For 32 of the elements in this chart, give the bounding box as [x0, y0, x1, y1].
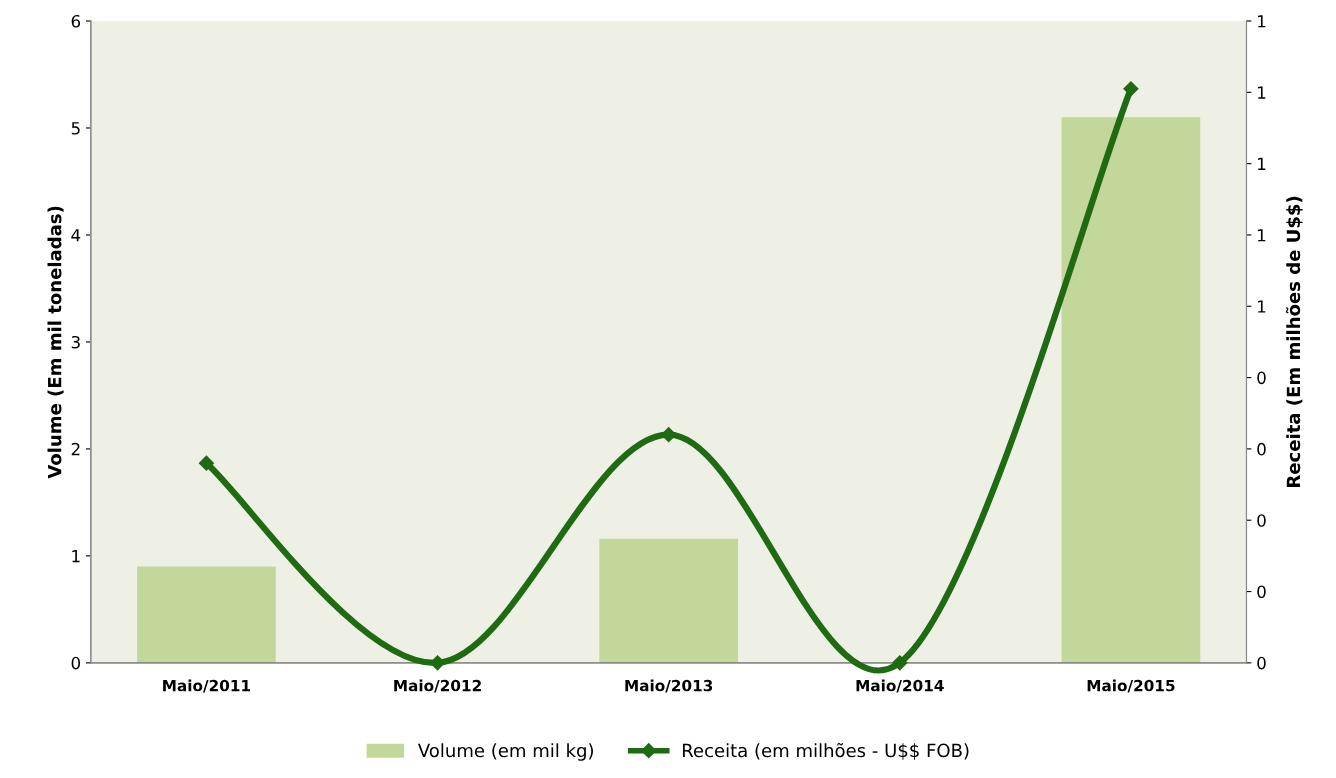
point [892, 655, 908, 671]
y-tick-label: 4 [71, 229, 81, 242]
y2-tick-label: 1 [1258, 229, 1266, 242]
y2-tick-label: 0 [1257, 656, 1266, 670]
y2-tick-label: 1 [1258, 300, 1266, 313]
legend-label: Volume (em mil kg) [417, 743, 593, 761]
y-tick-label: 1 [72, 550, 80, 563]
x-tick-label: Maio/2013 [625, 679, 713, 693]
x-tick-label: Maio/2015 [1087, 679, 1175, 693]
bar [1061, 117, 1201, 663]
y-tick-label: 6 [71, 14, 81, 28]
point [1123, 81, 1139, 97]
bar [137, 566, 276, 663]
legend-label: Receita (em milhões - U$$ FOB) [682, 742, 969, 760]
y2-tick-label: 1 [1258, 157, 1266, 170]
y2-axis-title: Receita (Em milhões de U$$) [1285, 196, 1303, 487]
y-tick-label: 0 [71, 656, 81, 670]
x-tick-label: Maio/2014 [856, 679, 944, 693]
y2-tick-label: 1 [1258, 15, 1266, 28]
y-tick-label: 5 [71, 122, 80, 135]
y2-tick-label: 0 [1257, 442, 1266, 456]
y-axis-title: Volume (Em mil toneladas) [47, 206, 64, 479]
y2-tick-label: 1 [1258, 86, 1266, 99]
y-tick-label: 3 [71, 335, 80, 349]
y2-tick-label: 0 [1257, 371, 1266, 385]
bar [599, 538, 739, 663]
y2-tick-label: 0 [1257, 514, 1266, 527]
y2-tick-label: 0 [1257, 585, 1266, 599]
x-tick-label: Maio/2011 [163, 679, 251, 693]
x-tick-label: Maio/2012 [394, 679, 481, 693]
point [198, 455, 214, 471]
y-tick-label: 2 [71, 442, 80, 456]
